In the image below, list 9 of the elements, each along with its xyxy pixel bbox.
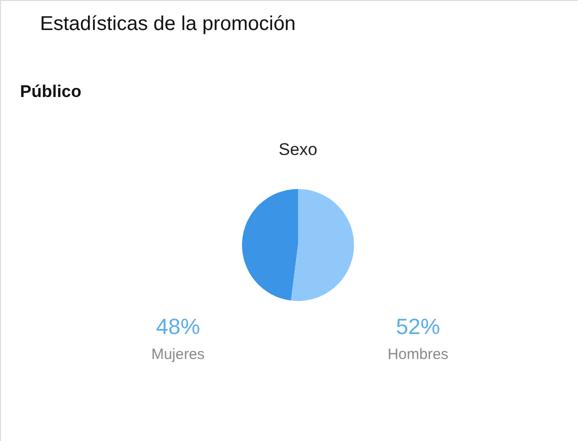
chart-title: Sexo [278,140,318,159]
text: Público [20,82,82,101]
slice-label: Mujeres [151,346,205,363]
pie-slice [242,189,298,301]
data-label: 52% [396,314,440,339]
pie-slice [290,189,354,301]
data-label: 48% [156,314,200,339]
text: Estadísticas de la promoción [40,13,296,35]
slice-label: Hombres [388,346,448,363]
